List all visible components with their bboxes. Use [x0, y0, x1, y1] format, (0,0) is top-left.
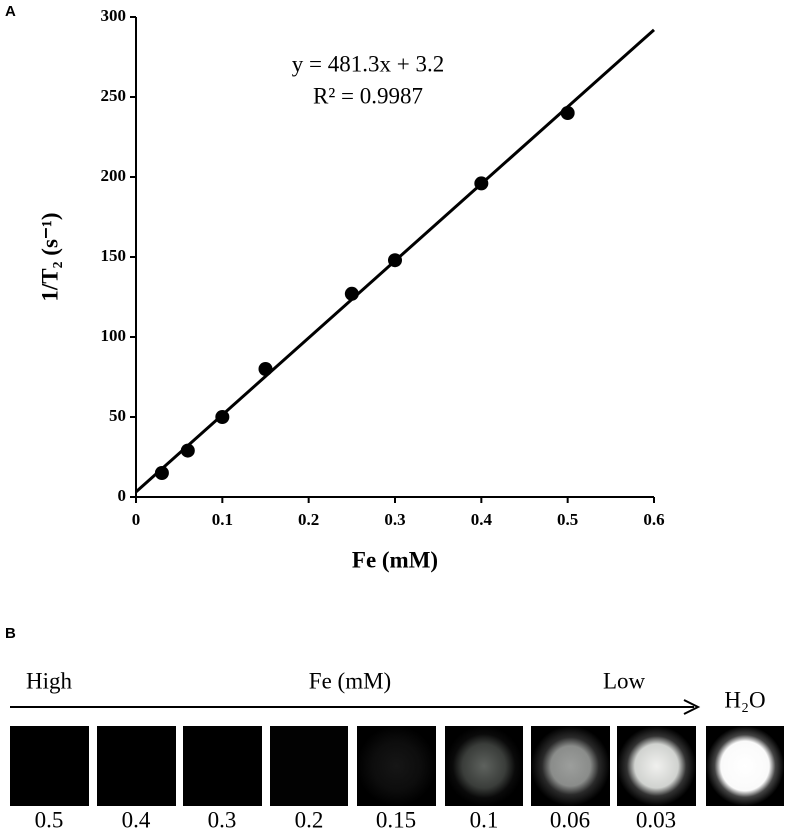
low-label: Low	[603, 668, 646, 693]
high-label: High	[26, 668, 73, 693]
x-tick-label: 0.3	[384, 510, 405, 529]
x-tick-label: 0	[132, 510, 141, 529]
x-tick-label: 0.6	[643, 510, 664, 529]
concentration-label: 0.4	[122, 807, 151, 832]
concentration-label: 0.2	[295, 807, 324, 832]
concentration-label: 0.03	[636, 807, 676, 832]
concentration-label: 0.15	[376, 807, 416, 832]
data-point	[344, 286, 359, 301]
data-point	[180, 443, 195, 458]
mri-image	[183, 726, 262, 806]
r-squared: R² = 0.9987	[313, 83, 423, 108]
y-tick-label: 150	[101, 246, 127, 265]
y-tick-label: 0	[118, 486, 127, 505]
data-point	[474, 176, 489, 191]
y-axis-label: 1/T₂ (s⁻¹)	[37, 212, 62, 301]
x-tick-label: 0.2	[298, 510, 319, 529]
mri-image	[357, 726, 436, 806]
axis-label: Fe (mM)	[309, 668, 391, 693]
x-tick-label: 0.5	[557, 510, 578, 529]
mri-image	[97, 726, 176, 806]
concentration-label: 0.5	[35, 807, 64, 832]
x-axis-label: Fe (mM)	[352, 547, 438, 572]
mri-image	[10, 726, 89, 806]
data-point	[215, 410, 230, 424]
data-point	[560, 106, 575, 120]
concentration-labels: 0.5 0.4 0.3 0.2 0.15 0.1 0.06 0.03	[35, 807, 677, 832]
mri-image	[531, 726, 610, 806]
plot: 0 50 100 150 200 250 300 0 0.1 0.2 0.3 0.4 0.5 0.6	[101, 6, 665, 529]
y-tick-label: 50	[109, 406, 126, 425]
data-point	[388, 253, 402, 268]
data-point	[154, 466, 169, 480]
panel-label: B	[5, 625, 16, 642]
equation: y = 481.3x + 3.2	[292, 51, 444, 76]
mri-image	[706, 726, 784, 806]
concentration-label: 0.3	[208, 807, 237, 832]
panel-label: A	[5, 3, 16, 20]
y-tick-label: 200	[101, 166, 127, 185]
water-label: H₂O	[724, 687, 765, 712]
y-tick-label: 100	[101, 326, 127, 345]
mri-image	[270, 726, 348, 806]
concentration-label: 0.06	[550, 807, 590, 832]
x-tick-label: 0.4	[471, 510, 493, 529]
y-tick-label: 300	[101, 6, 127, 25]
arrow-head	[683, 699, 701, 715]
mri-images	[10, 726, 784, 806]
x-tick-label: 0.1	[212, 510, 233, 529]
mri-image	[445, 726, 523, 806]
concentration-label: 0.1	[470, 807, 499, 832]
data-point	[258, 362, 273, 376]
mri-image	[617, 726, 696, 806]
y-tick-label: 250	[101, 86, 127, 105]
